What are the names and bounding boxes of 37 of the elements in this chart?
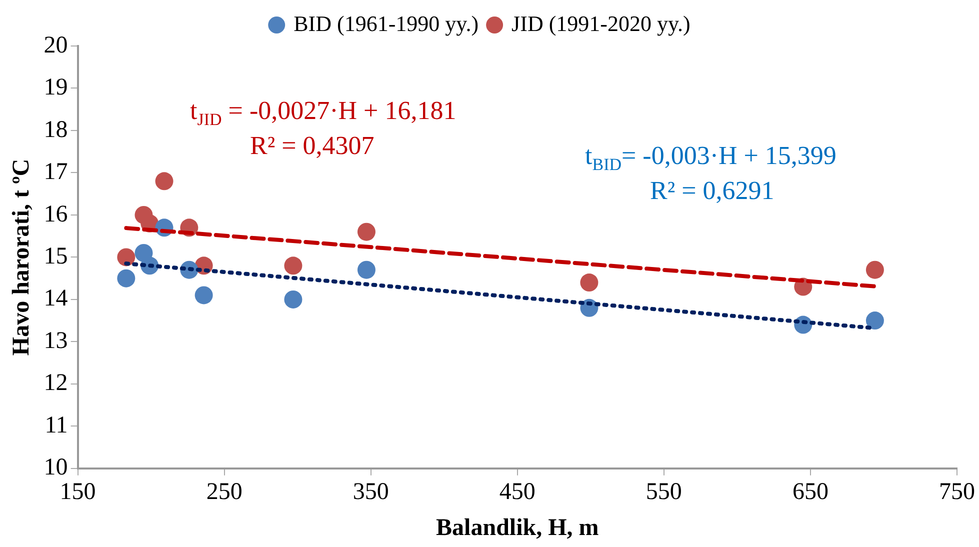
y-tick-label: 12	[44, 370, 68, 396]
point	[357, 260, 376, 279]
point	[117, 248, 136, 266]
x-tick-label: 150	[60, 479, 96, 506]
legend-label: BID (1961-1990 yy.)	[294, 10, 479, 36]
point	[357, 222, 376, 241]
y-tick-label: 13	[44, 328, 68, 354]
y-tick-label: 17	[44, 159, 68, 186]
annotation: R² = 0,6291	[650, 175, 774, 206]
y-tick-label: 10	[44, 454, 68, 481]
point	[117, 269, 136, 288]
y-tick-label: 11	[44, 412, 68, 438]
point	[284, 256, 302, 275]
annotation: t$_{BID}$= -0,003·H + 15,399	[585, 140, 836, 176]
annotation: t$_{JID}$ = -0,0027·H + 16,181	[190, 95, 456, 131]
y-tick-label: 18	[44, 116, 68, 143]
point	[866, 260, 884, 279]
y-axis-title: Havo harorati, t ºC	[8, 158, 35, 356]
point	[155, 172, 174, 190]
point	[284, 290, 302, 308]
x-tick-label: 750	[939, 479, 975, 506]
x-tick-label: 550	[646, 479, 682, 506]
y-tick-label: 19	[44, 74, 68, 101]
legend-label: JID (1991-2020 yy.)	[512, 10, 690, 36]
point	[580, 274, 598, 292]
point	[866, 312, 884, 330]
x-axis-title: Balandlik, H, m	[436, 514, 599, 541]
y-tick-label: 16	[44, 201, 68, 228]
x-tick-label: 650	[792, 479, 828, 506]
x-tick-label: 250	[206, 479, 242, 506]
y-tick-label: 15	[44, 243, 68, 270]
x-tick-label: 450	[499, 479, 536, 506]
y-tick-label: 14	[44, 286, 68, 312]
x-tick-label: 350	[352, 479, 389, 506]
point	[194, 286, 213, 304]
y-tick-label: 20	[44, 32, 68, 58]
annotation: R² = 0,4307	[250, 130, 374, 162]
